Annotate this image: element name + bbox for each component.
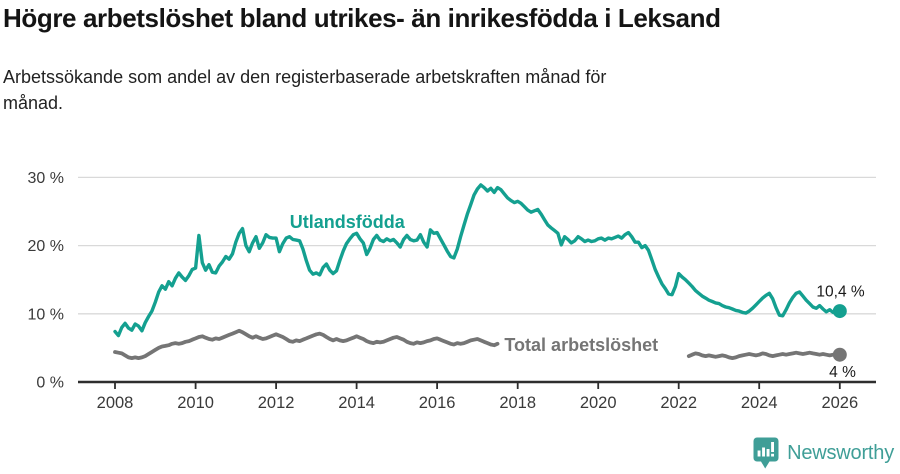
x-axis-tick-label: 2022 xyxy=(660,394,697,412)
value-annotation: 10,4 % xyxy=(816,283,864,300)
newsworthy-logo[interactable]: Newsworthy xyxy=(753,436,894,470)
series-line-total xyxy=(686,350,842,360)
x-axis-tick-label: 2016 xyxy=(419,394,456,412)
y-axis-tick-label: 30 % xyxy=(28,170,64,187)
y-axis-tick-label: 20 % xyxy=(28,238,64,255)
line-chart-svg: 0 % 10 % 20 % 30 % 2008 2010 2012 2014 2016 2018 2… xyxy=(28,170,876,412)
page-title: Högre arbetslöshet bland utrikes- än inr… xyxy=(3,3,721,33)
y-axis-tick-label: 10 % xyxy=(28,306,64,323)
series-label-utlandsfodda: Utlandsfödda xyxy=(290,212,406,232)
y-axis-tick-label: 0 % xyxy=(36,375,64,392)
chart-subtitle: Arbetssökande som andel av den registerb… xyxy=(3,64,843,116)
latest-value-dot-total xyxy=(832,347,847,362)
x-axis-tick-label: 2014 xyxy=(338,394,375,412)
x-axis-tick-label: 2008 xyxy=(97,394,134,412)
series-line-total xyxy=(113,328,500,360)
x-axis-tick-label: 2012 xyxy=(258,394,295,412)
newsworthy-bubble-icon xyxy=(753,437,779,469)
subtitle-line-1: Arbetssökande som andel av den registerb… xyxy=(3,67,607,87)
chart-area: 0 % 10 % 20 % 30 % 2008 2010 2012 2014 2016 2018 2… xyxy=(0,150,900,430)
newsworthy-wordmark: Newsworthy xyxy=(787,441,894,464)
x-axis-tick-label: 2010 xyxy=(177,394,214,412)
x-axis-tick-label: 2018 xyxy=(499,394,536,412)
series-line-utlandsfodda xyxy=(113,183,842,338)
subtitle-line-2: månad. xyxy=(3,93,64,113)
x-axis-tick-label: 2026 xyxy=(821,394,858,412)
series-label-total: Total arbetslöshet xyxy=(504,335,658,355)
x-axis-tick-label: 2020 xyxy=(580,394,617,412)
x-axis-tick-label: 2024 xyxy=(741,394,778,412)
value-annotation: 4 % xyxy=(829,364,856,381)
latest-value-dot-utlandsfodda xyxy=(832,304,847,319)
